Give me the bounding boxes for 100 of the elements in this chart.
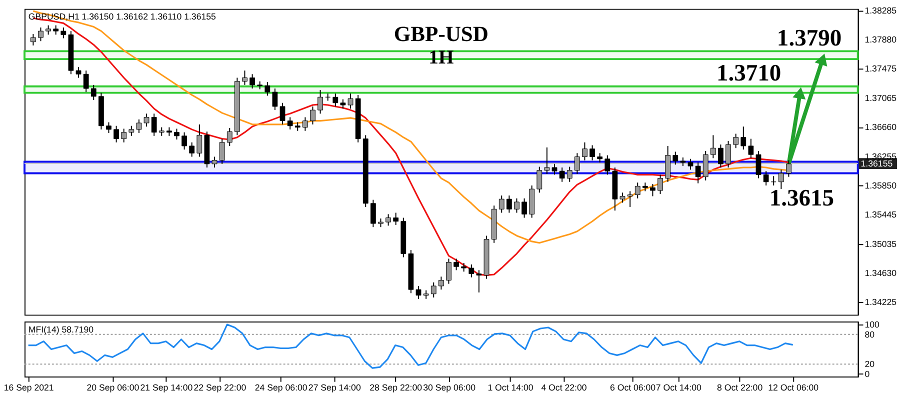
candlestick bbox=[196, 124, 202, 158]
candlestick bbox=[310, 106, 316, 125]
candlestick bbox=[280, 102, 286, 125]
candlestick bbox=[748, 138, 754, 159]
y-tick-label: 100 bbox=[864, 319, 880, 330]
candlestick bbox=[83, 70, 89, 93]
candlestick bbox=[688, 158, 694, 170]
candlestick bbox=[46, 24, 51, 36]
candlestick bbox=[446, 258, 452, 284]
candlestick bbox=[710, 134, 716, 159]
candlestick bbox=[272, 88, 278, 111]
candlestick bbox=[582, 142, 588, 161]
annotation: MFI(14) 58.7190 bbox=[28, 324, 94, 334]
candlestick bbox=[90, 84, 96, 100]
candlestick bbox=[544, 146, 550, 174]
candlestick bbox=[30, 33, 36, 46]
y-tick-label: 1.38285 bbox=[864, 6, 897, 16]
candlestick bbox=[726, 140, 731, 168]
candlestick bbox=[53, 24, 59, 36]
candlestick bbox=[325, 93, 331, 102]
candlestick bbox=[189, 142, 195, 158]
candlestick bbox=[242, 70, 248, 86]
x-tick-label: 1 Oct 14:00 bbox=[488, 382, 534, 393]
y-tick-label: 1.37065 bbox=[864, 93, 897, 104]
candlestick bbox=[597, 152, 603, 163]
candlestick bbox=[650, 184, 656, 197]
candlestick bbox=[763, 170, 769, 186]
x-tick-label: 24 Sep 06:00 bbox=[254, 382, 308, 393]
candlestick bbox=[340, 98, 346, 110]
candlestick bbox=[182, 132, 187, 150]
candlestick bbox=[386, 214, 391, 226]
candlestick bbox=[121, 128, 127, 143]
line-series bbox=[28, 324, 794, 369]
candlestick bbox=[318, 89, 323, 114]
candlestick bbox=[658, 174, 663, 195]
candlestick bbox=[136, 118, 142, 134]
x-tick-label: 7 Oct 14:00 bbox=[656, 382, 702, 393]
text: GBP-USD bbox=[394, 22, 488, 46]
candlestick bbox=[590, 144, 595, 161]
x-tick-label: 21 Sep 14:00 bbox=[140, 382, 193, 393]
candlestick bbox=[634, 182, 640, 199]
y-tick-label: 1.36660 bbox=[864, 122, 897, 132]
x-tick-label: 27 Sep 14:00 bbox=[308, 382, 361, 393]
y-tick-label: 1.37475 bbox=[864, 64, 897, 74]
candlestick bbox=[250, 74, 255, 90]
candlestick bbox=[332, 93, 338, 107]
candlestick bbox=[393, 212, 399, 226]
x-tick-label: 4 Oct 22:00 bbox=[541, 382, 587, 393]
candlestick bbox=[430, 282, 436, 298]
candlestick bbox=[144, 113, 150, 128]
candlestick bbox=[438, 276, 444, 290]
candlestick bbox=[522, 198, 527, 218]
y-tick-label: 1.35850 bbox=[864, 180, 897, 190]
candlestick bbox=[454, 258, 459, 271]
candlestick bbox=[672, 151, 678, 166]
candlestick bbox=[212, 156, 218, 168]
y-tick-label: 1.34630 bbox=[864, 268, 897, 278]
x-tick-label: 16 Sep 2021 bbox=[4, 382, 54, 393]
band-label: 1.3790 bbox=[776, 25, 842, 52]
candlestick bbox=[114, 125, 119, 143]
candlestick bbox=[718, 144, 724, 168]
y-tick-label: 80 bbox=[864, 329, 875, 340]
candlestick bbox=[128, 125, 134, 136]
candlestick bbox=[620, 192, 626, 204]
candlestick bbox=[627, 190, 633, 208]
candlestick bbox=[302, 116, 308, 132]
x-tick-label: 20 Sep 06:00 bbox=[86, 382, 140, 393]
band-label: 1.3615 bbox=[769, 186, 834, 212]
candlestick bbox=[604, 154, 610, 176]
candlestick bbox=[559, 167, 565, 182]
candlestick bbox=[264, 82, 270, 96]
candlestick bbox=[733, 133, 739, 149]
y-tick-label: 20 bbox=[864, 359, 875, 370]
y-tick-label: 1.35445 bbox=[864, 209, 897, 220]
x-tick-label: 12 Oct 06:00 bbox=[768, 382, 819, 393]
candlestick bbox=[219, 138, 225, 164]
ref-line-label: 1.36155 bbox=[860, 158, 893, 168]
candlestick bbox=[38, 26, 44, 42]
candlestick bbox=[174, 128, 180, 140]
candlestick bbox=[106, 122, 112, 134]
x-tick-label: 6 Oct 06:00 bbox=[610, 382, 656, 393]
candlestick bbox=[348, 93, 354, 110]
candlestick bbox=[552, 163, 558, 176]
x-tick-label: 8 Oct 22:00 bbox=[717, 382, 763, 393]
candlestick bbox=[756, 150, 762, 179]
candlestick bbox=[536, 166, 542, 194]
candlestick bbox=[695, 162, 701, 184]
candlestick bbox=[151, 113, 157, 136]
y-tick-label: 1.34225 bbox=[864, 297, 897, 308]
band-label: 1.3710 bbox=[716, 60, 782, 86]
candlestick bbox=[740, 126, 746, 150]
candlestick bbox=[506, 195, 512, 214]
y-tick-label: 0 bbox=[864, 368, 870, 379]
candlestick bbox=[786, 160, 792, 178]
candlestick bbox=[702, 150, 708, 181]
x-tick-label: 28 Sep 22:00 bbox=[370, 382, 422, 393]
candlestick bbox=[370, 199, 376, 228]
candlestick bbox=[226, 128, 232, 146]
candlestick bbox=[468, 264, 474, 278]
candlestick bbox=[476, 270, 482, 293]
